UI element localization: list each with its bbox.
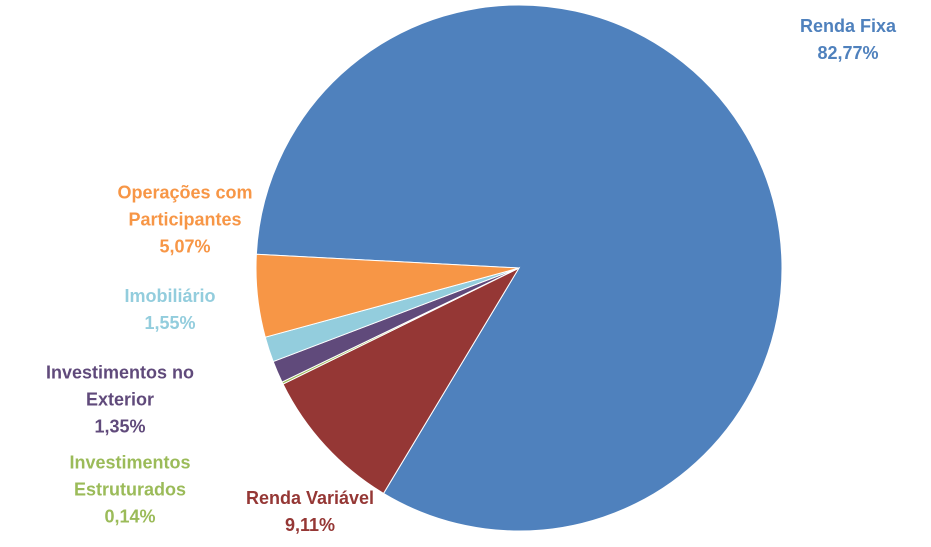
slice-label: Investimentos Estruturados 0,14% [30, 450, 230, 531]
category-name: Imobiliário [124, 286, 216, 306]
slice-label: Investimentos no Exterior 1,35% [10, 360, 230, 441]
slice-label: Operações com Participantes 5,07% [85, 180, 285, 261]
category-name: Operações com Participantes [117, 182, 253, 230]
value-label: 82,77% [817, 43, 879, 63]
pie-slice [282, 266, 521, 495]
slice-label: Imobiliário 1,55% [90, 283, 250, 337]
pie-slice [255, 253, 520, 338]
value-label: 1,55% [144, 313, 196, 333]
value-label: 1,35% [94, 416, 146, 437]
value-label: 9,11% [284, 515, 336, 535]
slice-label: Renda Variável 9,11% [210, 485, 410, 539]
category-name: Renda Variável [245, 488, 375, 508]
category-name: Investimentos Estruturados [69, 452, 191, 500]
category-name: Investimentos no Exterior [45, 362, 195, 410]
category-name: Renda Fixa [799, 16, 897, 36]
value-label: 5,07% [159, 236, 211, 257]
value-label: 0,14% [104, 506, 156, 527]
slice-label: Renda Fixa 82,77% [768, 13, 928, 67]
